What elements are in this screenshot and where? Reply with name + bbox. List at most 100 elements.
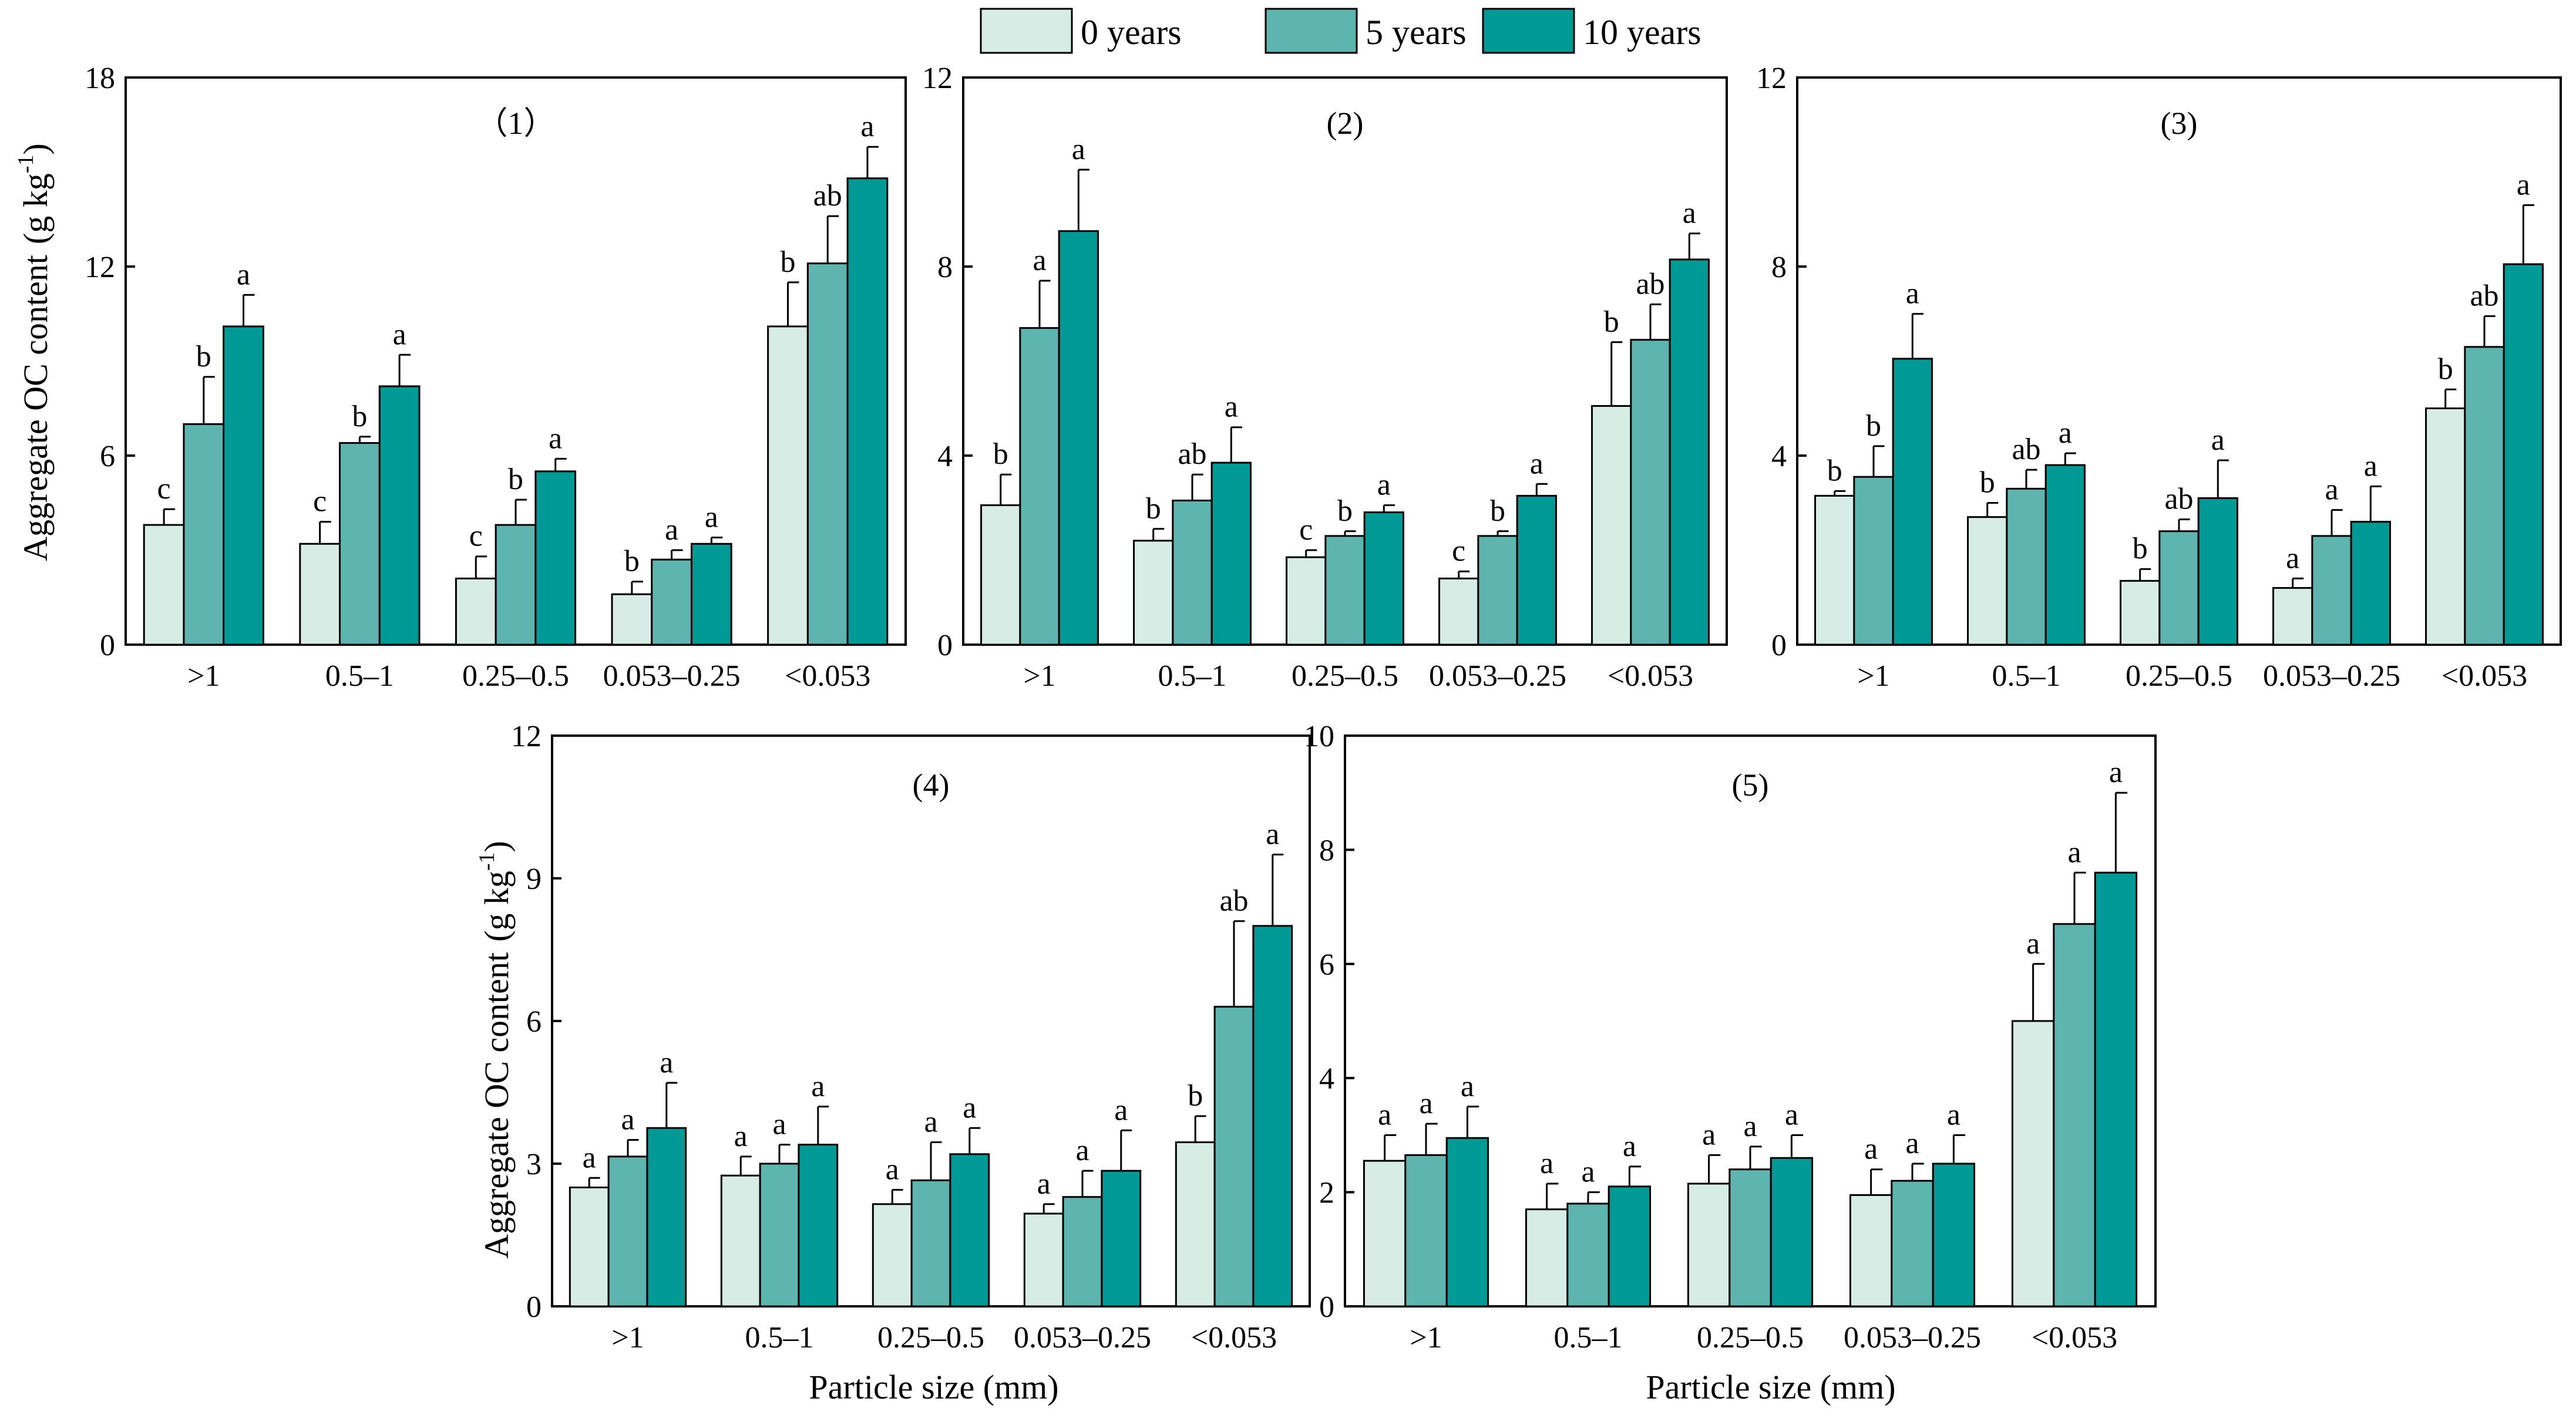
bar — [759, 1162, 800, 1308]
significance-label: a — [1266, 818, 1279, 851]
significance-label: ab — [1219, 884, 1248, 918]
significance-label: a — [1743, 1110, 1757, 1143]
bar — [1892, 358, 1933, 646]
significance-label: a — [734, 1120, 748, 1153]
y-tick-label: 3 — [526, 1148, 542, 1181]
significance-label: ab — [2012, 433, 2040, 466]
significance-label: a — [1530, 447, 1543, 480]
significance-label: b — [508, 463, 523, 496]
significance-label: a — [1906, 277, 1919, 311]
legend-label-10-years: 10 years — [1583, 13, 1701, 52]
panel-title: (2) — [1327, 106, 1364, 141]
significance-label: a — [1702, 1118, 1716, 1151]
bar — [2425, 407, 2466, 646]
significance-label: a — [1947, 1098, 1960, 1131]
significance-label: a — [665, 513, 678, 547]
legend-swatch-10-years — [1482, 8, 1575, 54]
x-category-label: 0.25–0.5 — [2126, 659, 2232, 693]
significance-label: c — [157, 472, 171, 506]
significance-label: a — [2286, 541, 2299, 575]
bar — [651, 558, 692, 646]
significance-label: ab — [813, 179, 842, 213]
bar — [910, 1179, 951, 1308]
bar — [1477, 535, 1518, 646]
bar — [143, 524, 185, 646]
y-axis-label-bottom: Aggregate OC content(g kg-1) — [475, 841, 516, 1259]
bar — [2053, 923, 2096, 1308]
bar — [1853, 476, 1894, 646]
x-category-label: 0.053–0.25 — [2263, 659, 2400, 693]
x-category-label: <0.053 — [2442, 659, 2527, 693]
bar — [2503, 263, 2544, 646]
y-tick-label: 8 — [1771, 251, 1787, 284]
x-category-label: 0.25–0.5 — [1292, 659, 1398, 693]
x-category-label: <0.053 — [1191, 1321, 1277, 1354]
x-category-label: >1 — [187, 659, 220, 693]
bar — [2197, 497, 2238, 646]
legend-label-0-years: 0 years — [1081, 13, 1182, 52]
bar — [2094, 871, 2138, 1308]
significance-label: a — [237, 258, 250, 291]
bar — [798, 1144, 839, 1308]
significance-label: b — [1827, 454, 1842, 487]
significance-label: a — [2067, 835, 2081, 869]
significance-label: a — [1033, 244, 1046, 277]
y-tick-label: 6 — [1319, 948, 1334, 982]
y-tick-label: 4 — [1771, 440, 1787, 473]
bar — [1814, 494, 1855, 646]
bar — [607, 1155, 648, 1308]
significance-label: a — [621, 1103, 634, 1137]
significance-label: b — [1188, 1079, 1203, 1113]
significance-label: a — [1683, 197, 1696, 230]
bar — [1213, 1006, 1255, 1308]
bar — [1669, 258, 1710, 646]
bar — [183, 423, 225, 646]
significance-label: a — [963, 1091, 976, 1124]
bar — [1210, 461, 1252, 646]
bar — [1891, 1180, 1934, 1308]
significance-label: b — [624, 545, 640, 578]
significance-label: a — [1378, 1098, 1391, 1131]
significance-label: a — [549, 422, 562, 455]
x-category-label: 0.5–1 — [1554, 1321, 1623, 1354]
y-tick-label: 0 — [1771, 629, 1787, 662]
significance-label: b — [993, 437, 1008, 471]
bar — [1630, 339, 1671, 646]
significance-label: b — [1604, 305, 1619, 339]
x-category-label: >1 — [1857, 659, 1889, 693]
significance-label: b — [1866, 409, 1881, 443]
significance-label: a — [2026, 927, 2040, 961]
x-category-label: >1 — [1410, 1321, 1442, 1354]
significance-label: a — [2059, 416, 2072, 450]
significance-label: a — [1377, 469, 1391, 502]
bar — [949, 1153, 990, 1308]
legend-swatch-0-years — [980, 8, 1073, 54]
bar — [846, 177, 889, 646]
bar — [611, 593, 653, 646]
y-tick-label: 18 — [85, 62, 115, 95]
significance-label: a — [2109, 756, 2123, 789]
x-category-label: <0.053 — [785, 659, 870, 693]
bar — [1728, 1168, 1772, 1308]
significance-label: a — [924, 1106, 937, 1139]
bar — [1967, 516, 2008, 646]
panel-title: (4) — [913, 767, 950, 803]
significance-label: a — [1623, 1130, 1636, 1163]
significance-label: a — [1905, 1127, 1919, 1160]
significance-label: a — [860, 110, 874, 143]
x-category-label: 0.053–0.25 — [1844, 1321, 1981, 1354]
significance-label: a — [1037, 1167, 1051, 1201]
bar — [2350, 521, 2391, 646]
bar — [1591, 405, 1632, 646]
significance-label: a — [2211, 423, 2225, 457]
bar — [339, 442, 381, 646]
significance-label: c — [1452, 534, 1465, 568]
x-category-label: >1 — [1023, 659, 1055, 693]
x-axis-label-panel-4: Particle size (mm) — [809, 1368, 1058, 1406]
significance-label: a — [2364, 449, 2377, 483]
bar — [2464, 346, 2505, 646]
significance-label: a — [1461, 1070, 1474, 1103]
x-category-label: 0.5–1 — [1158, 659, 1227, 693]
bar — [2120, 579, 2161, 646]
